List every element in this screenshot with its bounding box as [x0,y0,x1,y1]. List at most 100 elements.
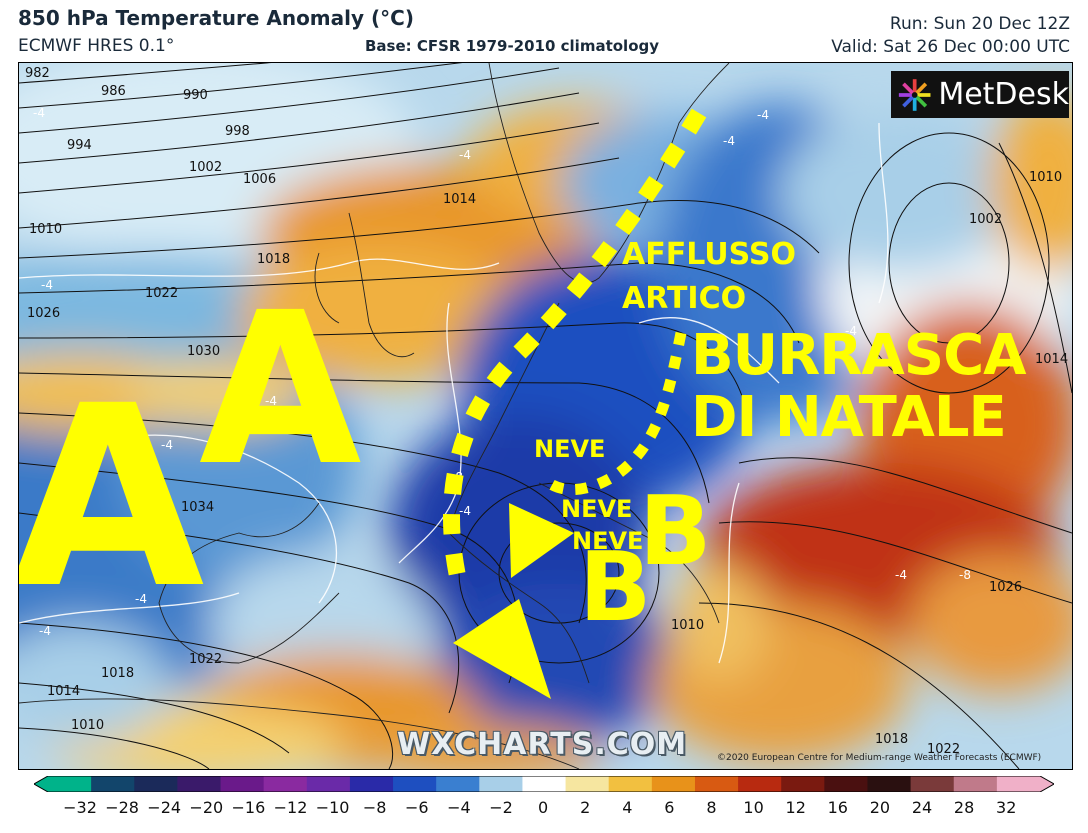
anomaly-label: -4 [459,504,471,518]
colorbar-tick-label: 10 [743,798,764,817]
isobar-label: 1006 [243,172,276,187]
isobar-label: 1002 [969,212,1002,227]
colorbar-tick-label: −28 [105,798,139,817]
colorbar-cell [565,776,610,792]
colorbar-tick-label: −10 [315,798,350,817]
valid-time: Valid: Sat 26 Dec 00:00 UTC [831,37,1070,57]
model-name: ECMWF HRES 0.1° [18,36,175,56]
isobar-label: 1014 [1035,352,1068,367]
colorbar-cell [479,776,523,792]
colorbar-cell [781,776,825,792]
colorbar-tick-label: −6 [405,798,429,817]
christmas-storm-line2: DI NATALE [691,384,1007,450]
anomaly-label: -4 [33,106,45,120]
colorbar-tick-label: −24 [147,798,182,817]
isobar-label: 1022 [189,652,222,667]
colorbar-max-arrow [1040,776,1054,792]
anomaly-label: -4 [39,624,51,638]
isobar-label: 1030 [187,344,220,359]
colorbar-tick-label: −20 [189,798,224,817]
colorbar-tick-label: −12 [273,798,308,817]
colorbar-min-arrow [34,776,48,792]
isobar-label: 990 [183,88,208,103]
colorbar-tick-label: 12 [785,798,806,817]
colorbar-tick-label: 6 [664,798,675,817]
colorbar-tick-label: 16 [827,798,848,817]
colorbar-cell [694,776,739,792]
high-pressure-label: A [18,352,205,643]
arctic-flow-arrow [443,108,707,699]
anomaly-label: -8 [959,568,971,582]
colorbar [34,776,1054,792]
isobar-label: 1010 [29,222,62,237]
anomaly-label: -4 [757,108,769,122]
map-title: 850 hPa Temperature Anomaly (°C) [18,6,414,30]
colorbar-tick-label: −32 [63,798,97,817]
colorbar-tick-label: −2 [489,798,513,817]
isobar-label: 1018 [875,732,908,747]
colorbar-cell [349,776,394,792]
isobar-label: 1014 [47,684,80,699]
colorbar-cell [824,776,868,792]
snow-label: NEVE [534,435,606,463]
anomaly-label: -4 [895,568,907,582]
colorbar-tick-label: −16 [231,798,266,817]
anomaly-label: -4 [459,148,471,162]
metdesk-logo-icon [898,78,931,111]
isobar-label: 1018 [101,666,134,681]
anomaly-label: -4 [41,278,53,292]
anomaly-label: -4 [135,592,147,606]
isobar-label: 1010 [1029,170,1062,185]
anomaly-label: -4 [845,324,857,338]
isobar-label: 986 [101,84,126,99]
arctic-inflow-label: AFFLUSSO ARTICO [622,233,796,320]
colorbar-cell [651,776,696,792]
isobar-label: 1026 [27,306,60,321]
colorbar-cell [220,776,265,792]
high-pressure-label: A [199,267,362,512]
anomaly-label: -4 [723,134,735,148]
isobar-label: 982 [25,66,50,81]
isobar-label: 994 [67,138,92,153]
colorbar-tick-label: −8 [362,798,387,817]
coastlines [19,63,730,769]
isobar-label: 1022 [145,286,178,301]
isobar-label: 1026 [989,580,1022,595]
copyright-notice: ©2020 European Centre for Medium-range W… [717,753,1042,763]
christmas-storm-label: BURRASCA DI NATALE [691,325,1027,450]
isobar-label: 998 [225,124,250,139]
snow-label: NEVE [561,495,633,523]
isobar-label: 1010 [71,718,104,733]
colorbar-tick-label: 20 [869,798,891,817]
snow-label: NEVE [572,527,644,555]
colorbar-cell [867,776,912,792]
anomaly-label: -4 [265,394,277,408]
colorbar-cell [738,776,782,792]
metdesk-logo-text: MetDesk [938,77,1069,112]
low-pressure-label: B [579,533,652,643]
isobar-label: 1010 [671,618,704,633]
colorbar-cell [134,776,178,792]
anomaly-label: -4 [161,438,173,452]
isobar-label: 1014 [443,192,476,207]
colorbar-tick-label: 4 [622,798,633,817]
metdesk-logo: MetDesk [891,71,1069,118]
arctic-inflow-line1: AFFLUSSO [622,237,796,272]
colorbar-cell [177,776,222,792]
isobar-lines [19,63,1072,769]
colorbar-cell [953,776,998,792]
weather-map: 982 986 990 994 998 1002 1006 1010 1014 … [18,62,1073,770]
colorbar-tick-label: 28 [953,798,975,817]
wxcharts-watermark: WXCHARTS.COM [397,727,688,762]
colorbar-cell [393,776,437,792]
isobar-label: 1034 [181,500,214,515]
colorbar-cell [306,776,351,792]
colorbar-tick-label: 8 [706,798,717,817]
isobar-label: 1018 [257,252,290,267]
run-time: Run: Sun 20 Dec 12Z [889,14,1070,34]
climatology-base: Base: CFSR 1979-2010 climatology [365,37,660,55]
colorbar-cell [996,776,1041,792]
colorbar-cell [608,776,653,792]
arctic-inflow-line2: ARTICO [622,280,747,316]
colorbar-tick-label: −4 [447,798,471,817]
